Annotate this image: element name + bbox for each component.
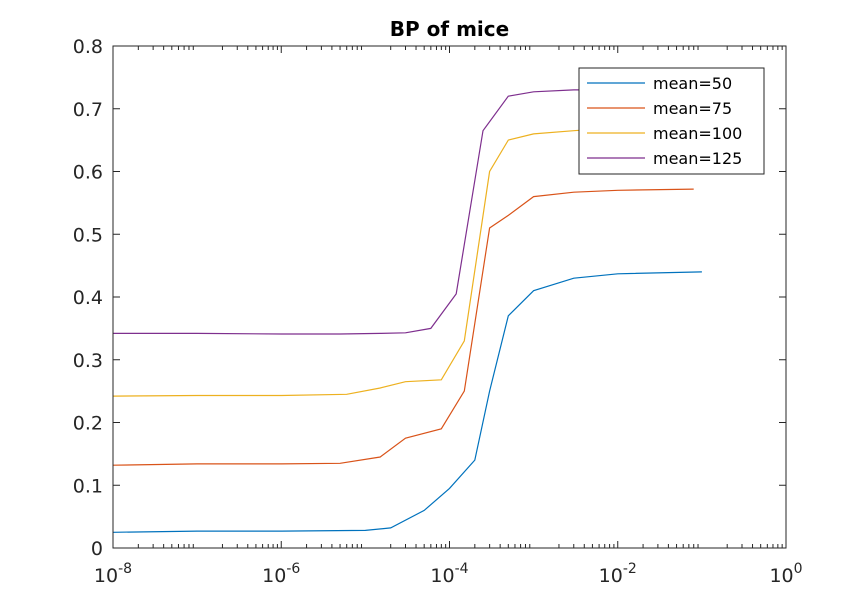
x-tick-label-exponent: -6 bbox=[286, 561, 300, 577]
series-line-3 bbox=[113, 89, 618, 335]
x-tick-label: 10-8 bbox=[94, 561, 132, 587]
y-tick-label: 0.7 bbox=[73, 99, 103, 121]
y-tick-label: 0.6 bbox=[73, 162, 103, 184]
labels-layer: 00.10.20.30.40.50.60.70.810-8 10-6 10-4 10-… bbox=[73, 36, 803, 587]
y-tick-label: 0.3 bbox=[73, 350, 103, 372]
series-line-2 bbox=[112, 127, 618, 397]
x-tick-label-exponent: -8 bbox=[118, 561, 132, 577]
x-tick-label-base: 10 bbox=[94, 565, 118, 587]
legend-label-0: mean=50 bbox=[653, 74, 732, 93]
legend-box bbox=[578, 67, 765, 175]
y-tick-label: 0.4 bbox=[73, 287, 103, 309]
axes-box bbox=[112, 45, 787, 549]
x-tick-label: 100 bbox=[769, 561, 802, 587]
series-line-0 bbox=[112, 271, 702, 533]
x-tick-label-exponent: -2 bbox=[623, 561, 637, 577]
x-tick-label-exponent: 0 bbox=[794, 561, 803, 577]
legend-label-1: mean=75 bbox=[653, 99, 732, 118]
legend: mean=50 mean=75 mean=100 mean=125 bbox=[578, 67, 765, 175]
x-tick-label: 10-4 bbox=[430, 561, 468, 587]
x-tick-label-base: 10 bbox=[599, 565, 623, 587]
legend-label-2: mean=100 bbox=[653, 124, 742, 143]
x-tick-label-base: 10 bbox=[262, 565, 286, 587]
x-tick-label: 10-6 bbox=[262, 561, 300, 587]
chart-title: BP of mice bbox=[390, 17, 509, 41]
x-tick-label-base: 10 bbox=[430, 565, 454, 587]
y-tick-label: 0 bbox=[91, 538, 103, 560]
series-layer bbox=[112, 89, 702, 533]
series-line-1 bbox=[112, 188, 694, 466]
y-tick-label: 0.1 bbox=[73, 475, 103, 497]
x-tick-label: 10-2 bbox=[599, 561, 637, 587]
y-tick-label: 0.8 bbox=[73, 36, 103, 58]
legend-label-3: mean=125 bbox=[653, 149, 742, 168]
y-tick-label: 0.5 bbox=[73, 224, 103, 246]
x-tick-label-base: 10 bbox=[769, 565, 793, 587]
x-tick-label-exponent: -4 bbox=[455, 561, 469, 577]
y-tick-label: 0.2 bbox=[73, 413, 103, 435]
